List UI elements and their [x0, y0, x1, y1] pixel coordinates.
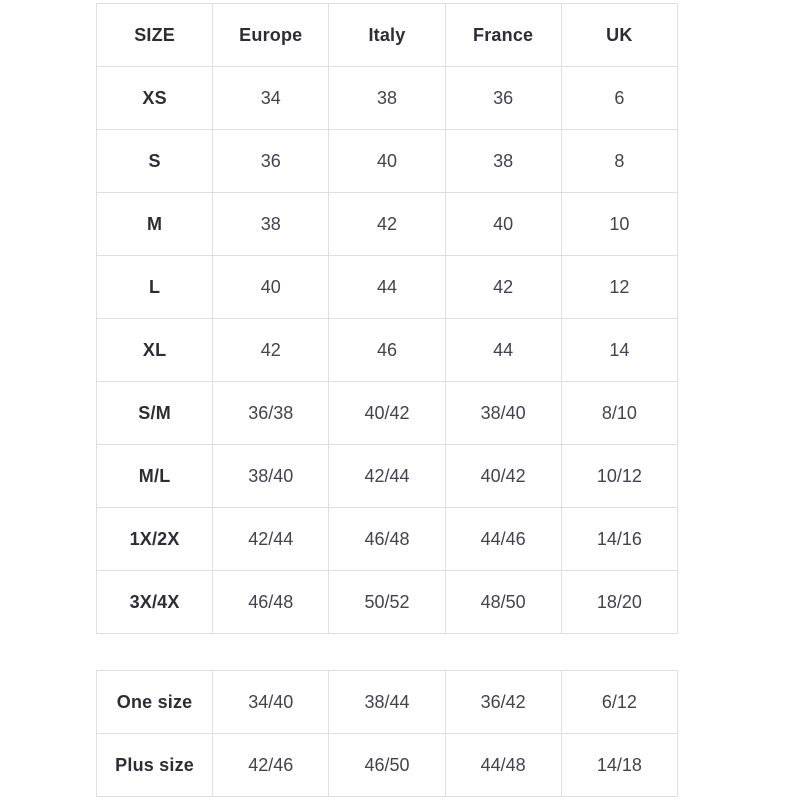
- size-value: 40: [444, 192, 562, 256]
- size-label: 1X/2X: [95, 507, 214, 571]
- size-value: 44: [328, 255, 446, 319]
- size-value: 38/40: [444, 381, 562, 445]
- size-value: 38/44: [328, 670, 446, 734]
- size-value: 48/50: [444, 570, 562, 634]
- size-value: 14/16: [560, 507, 679, 571]
- column-header-france: France: [444, 3, 562, 67]
- size-value: 42/46: [212, 733, 330, 797]
- size-value: 46/50: [328, 733, 446, 797]
- table-row: S 36 40 38 8: [95, 129, 679, 193]
- size-value: 46/48: [212, 570, 330, 634]
- size-value: 42: [328, 192, 446, 256]
- table-row: XS 34 38 36 6: [95, 66, 679, 130]
- size-value: 6/12: [560, 670, 679, 734]
- size-label: M: [95, 192, 214, 256]
- table-row: L 40 44 42 12: [95, 255, 679, 319]
- special-sizes-table: One size 34/40 38/44 36/42 6/12 Plus size 42/4…: [95, 670, 679, 797]
- size-value: 44: [444, 318, 562, 382]
- size-value: 40: [212, 255, 330, 319]
- size-value: 14/18: [560, 733, 679, 797]
- size-value: 38: [212, 192, 330, 256]
- size-value: 8/10: [560, 381, 679, 445]
- table-row: M/L 38/40 42/44 40/42 10/12: [95, 444, 679, 508]
- size-value: 44/48: [444, 733, 562, 797]
- size-value: 10/12: [560, 444, 679, 508]
- size-label: M/L: [95, 444, 214, 508]
- table-row: Plus size 42/46 46/50 44/48 14/18: [95, 733, 679, 797]
- column-header-italy: Italy: [328, 3, 446, 67]
- size-label: One size: [95, 670, 214, 734]
- size-value: 44/46: [444, 507, 562, 571]
- size-value: 42: [444, 255, 562, 319]
- size-label: S/M: [95, 381, 214, 445]
- table-row: M 38 42 40 10: [95, 192, 679, 256]
- size-value: 14: [560, 318, 679, 382]
- table-header: SIZE Europe Italy France UK: [95, 3, 679, 67]
- size-value: 42: [212, 318, 330, 382]
- size-value: 12: [560, 255, 679, 319]
- size-value: 10: [560, 192, 679, 256]
- size-value: 40: [328, 129, 446, 193]
- table-row: XL 42 46 44 14: [95, 318, 679, 382]
- size-value: 38/40: [212, 444, 330, 508]
- size-value: 38: [444, 129, 562, 193]
- size-value: 18/20: [560, 570, 679, 634]
- column-header-uk: UK: [560, 3, 679, 67]
- size-value: 36/38: [212, 381, 330, 445]
- size-label: XS: [95, 66, 214, 130]
- size-value: 34/40: [212, 670, 330, 734]
- size-value: 46: [328, 318, 446, 382]
- size-label: Plus size: [95, 733, 214, 797]
- size-conversion-table: SIZE Europe Italy France UK XS 34 38 36 6 S 36 40 38…: [95, 3, 679, 634]
- size-value: 42/44: [212, 507, 330, 571]
- table-row: 3X/4X 46/48 50/52 48/50 18/20: [95, 570, 679, 634]
- size-value: 8: [560, 129, 679, 193]
- size-value: 34: [212, 66, 330, 130]
- size-value: 36: [212, 129, 330, 193]
- table-body: One size 34/40 38/44 36/42 6/12 Plus size 42/4…: [95, 670, 679, 797]
- table-body: XS 34 38 36 6 S 36 40 38 8 M 38 42 40 10 L 40 44 42 12 XL 42 4…: [95, 66, 679, 634]
- size-label: L: [95, 255, 214, 319]
- size-label: 3X/4X: [95, 570, 214, 634]
- size-value: 6: [560, 66, 679, 130]
- size-label: XL: [95, 318, 214, 382]
- table-row: S/M 36/38 40/42 38/40 8/10: [95, 381, 679, 445]
- column-header-europe: Europe: [212, 3, 330, 67]
- size-value: 42/44: [328, 444, 446, 508]
- table-row: 1X/2X 42/44 46/48 44/46 14/16: [95, 507, 679, 571]
- size-value: 50/52: [328, 570, 446, 634]
- table-row: One size 34/40 38/44 36/42 6/12: [95, 670, 679, 734]
- table-header-row: SIZE Europe Italy France UK: [95, 3, 679, 67]
- size-value: 38: [328, 66, 446, 130]
- size-value: 40/42: [444, 444, 562, 508]
- size-value: 36: [444, 66, 562, 130]
- size-value: 46/48: [328, 507, 446, 571]
- size-value: 36/42: [444, 670, 562, 734]
- size-label: S: [95, 129, 214, 193]
- column-header-size: SIZE: [95, 3, 214, 67]
- size-value: 40/42: [328, 381, 446, 445]
